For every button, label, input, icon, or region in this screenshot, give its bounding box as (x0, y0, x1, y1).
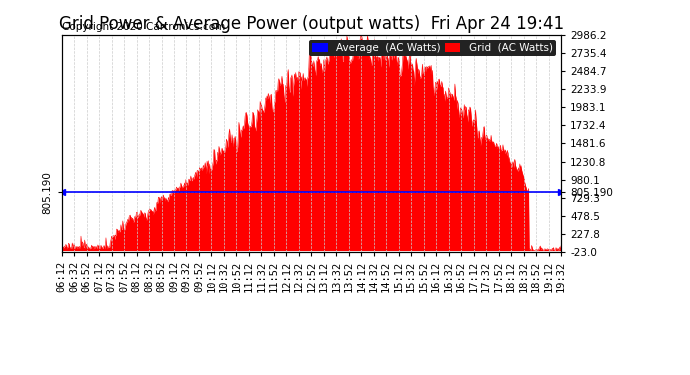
Title: Grid Power & Average Power (output watts)  Fri Apr 24 19:41: Grid Power & Average Power (output watts… (59, 15, 564, 33)
Text: Copyright 2020 Cartronics.com: Copyright 2020 Cartronics.com (61, 22, 225, 32)
Legend: Average  (AC Watts), Grid  (AC Watts): Average (AC Watts), Grid (AC Watts) (309, 40, 555, 56)
